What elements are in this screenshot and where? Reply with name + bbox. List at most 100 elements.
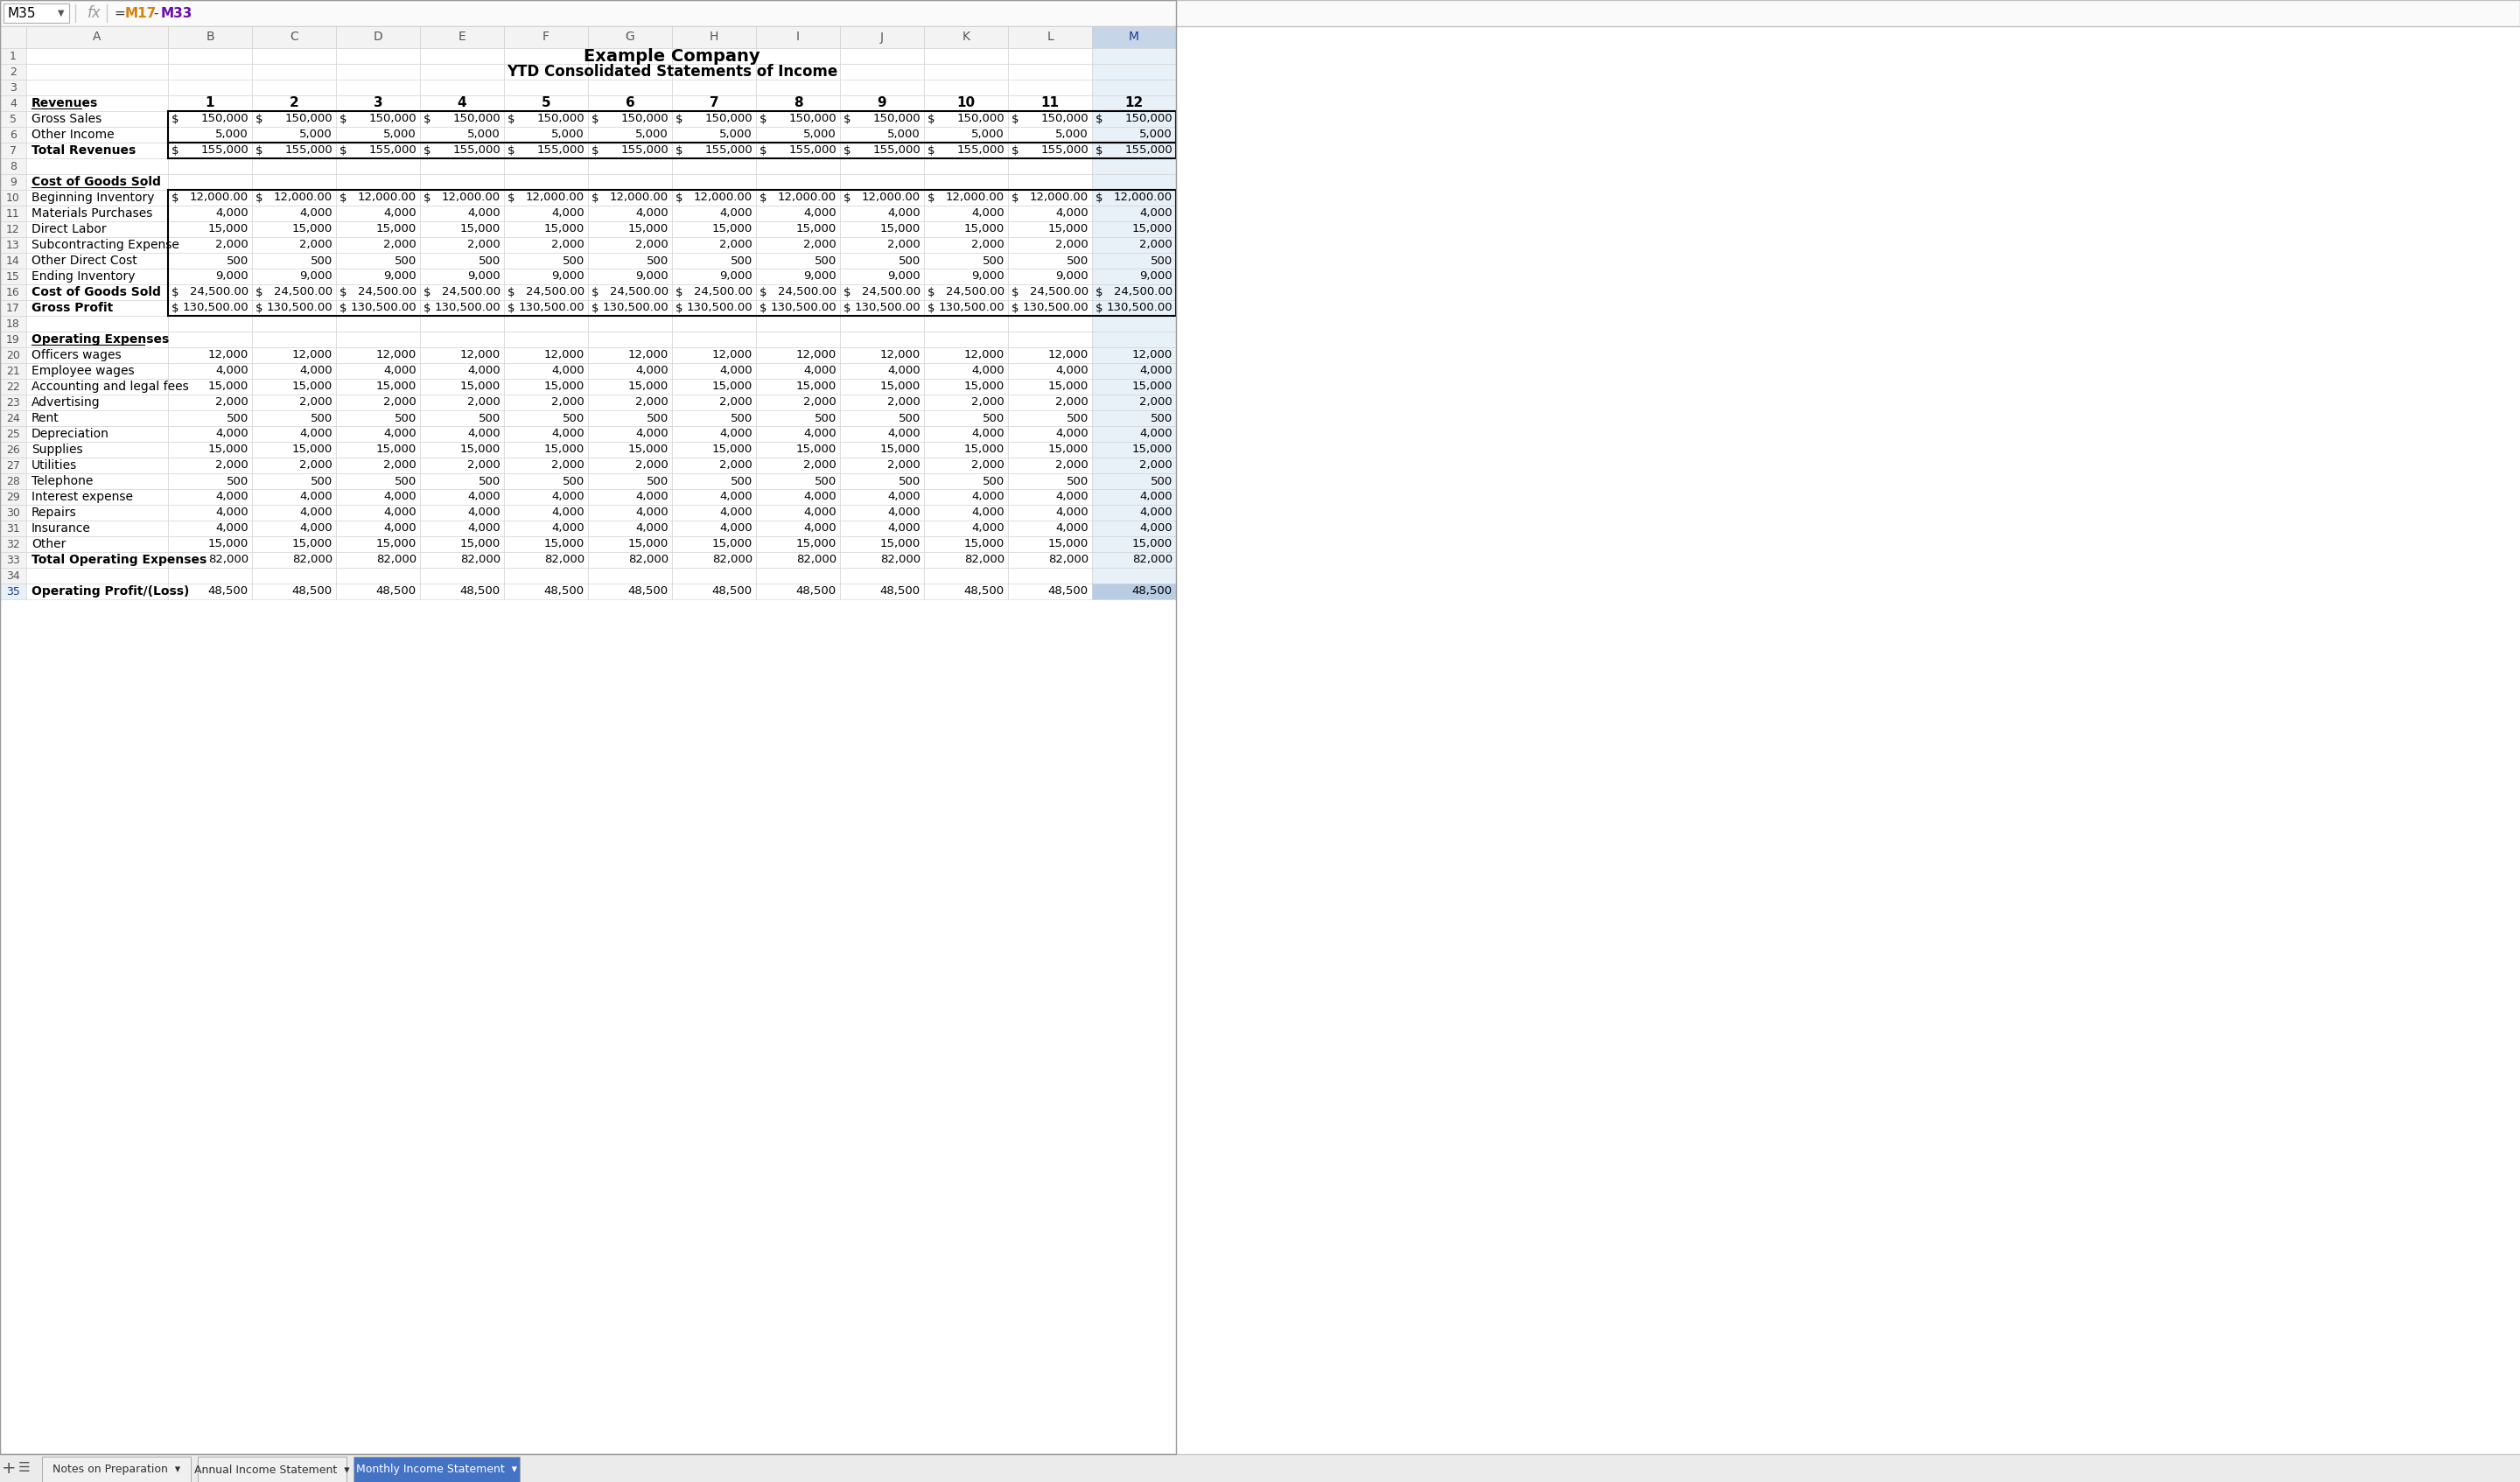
Bar <box>169 142 1177 159</box>
Text: $: $ <box>759 302 766 314</box>
Bar <box>756 536 839 551</box>
Bar <box>1008 568 1091 584</box>
Bar <box>252 473 335 489</box>
Text: $: $ <box>171 286 179 298</box>
Bar <box>504 285 587 299</box>
Bar <box>925 47 1008 64</box>
Bar <box>1091 411 1177 425</box>
Bar <box>169 458 252 473</box>
Bar <box>673 142 756 159</box>
Bar <box>335 127 421 142</box>
Bar <box>169 551 252 568</box>
Bar <box>925 237 1008 253</box>
Bar <box>756 505 839 520</box>
Text: 82,000: 82,000 <box>627 554 668 566</box>
Bar <box>925 379 1008 394</box>
Text: 15,000: 15,000 <box>1048 381 1089 393</box>
Text: $: $ <box>1011 193 1018 203</box>
Bar <box>1008 489 1091 505</box>
Bar <box>673 332 756 347</box>
Bar <box>504 111 587 127</box>
Text: 34: 34 <box>5 571 20 581</box>
Bar <box>587 473 673 489</box>
Bar <box>839 394 925 411</box>
Bar <box>504 520 587 536</box>
Text: 12: 12 <box>5 224 20 236</box>
Text: 4,000: 4,000 <box>217 523 249 534</box>
Text: 24,500.00: 24,500.00 <box>693 286 753 298</box>
Text: 4,000: 4,000 <box>1056 365 1089 376</box>
Bar <box>0 27 25 47</box>
Bar <box>1091 505 1177 520</box>
Text: 500: 500 <box>983 476 1005 488</box>
Text: 24,500.00: 24,500.00 <box>189 286 249 298</box>
Text: 48,500: 48,500 <box>796 585 837 597</box>
Bar <box>587 379 673 394</box>
Text: 2,000: 2,000 <box>1056 459 1089 471</box>
Bar <box>756 489 839 505</box>
Bar <box>1008 551 1091 568</box>
Bar <box>0 111 25 127</box>
Bar <box>43 1457 192 1482</box>
Text: 12,000.00: 12,000.00 <box>693 193 753 203</box>
Text: 19: 19 <box>5 333 20 345</box>
Bar <box>839 505 925 520</box>
Text: 4,000: 4,000 <box>217 207 249 219</box>
Text: 48,500: 48,500 <box>965 585 1005 597</box>
Text: 130,500.00: 130,500.00 <box>181 302 249 314</box>
Bar <box>335 332 421 347</box>
Bar <box>0 458 25 473</box>
Text: $: $ <box>927 145 935 156</box>
Bar <box>925 142 1008 159</box>
Text: 15,000: 15,000 <box>713 445 753 455</box>
Bar <box>504 411 587 425</box>
Bar <box>587 253 673 268</box>
Text: 2: 2 <box>290 96 300 110</box>
Bar <box>673 411 756 425</box>
Bar <box>1091 332 1177 347</box>
Text: $: $ <box>759 193 766 203</box>
Text: 4,000: 4,000 <box>973 207 1005 219</box>
Bar <box>839 379 925 394</box>
Bar <box>1091 568 1177 584</box>
Bar <box>839 299 925 316</box>
Text: 9,000: 9,000 <box>1139 271 1172 282</box>
Text: 4,000: 4,000 <box>887 428 920 440</box>
Bar <box>0 394 25 411</box>
Bar <box>839 268 925 285</box>
Bar <box>169 206 252 221</box>
Bar <box>1008 458 1091 473</box>
Text: 9,000: 9,000 <box>383 271 416 282</box>
Bar <box>504 584 587 599</box>
Text: $: $ <box>1096 145 1104 156</box>
Bar <box>756 473 839 489</box>
Bar <box>587 27 673 47</box>
Bar <box>25 206 169 221</box>
Text: 12,000.00: 12,000.00 <box>610 193 668 203</box>
Text: 150,000: 150,000 <box>368 113 416 124</box>
Bar <box>587 206 673 221</box>
Text: 31: 31 <box>5 523 20 534</box>
Bar <box>1091 95 1177 111</box>
Text: 5,000: 5,000 <box>973 129 1005 141</box>
Bar <box>587 458 673 473</box>
Text: M35: M35 <box>8 6 35 19</box>
Bar <box>421 458 504 473</box>
Bar <box>673 64 756 80</box>
Bar <box>673 473 756 489</box>
Bar <box>25 551 169 568</box>
Text: Total Operating Expenses: Total Operating Expenses <box>30 554 207 566</box>
Bar <box>169 173 252 190</box>
Bar <box>169 253 252 268</box>
Bar <box>925 299 1008 316</box>
Text: 4,000: 4,000 <box>552 491 585 502</box>
Bar <box>169 489 252 505</box>
Bar <box>169 332 252 347</box>
Text: 15,000: 15,000 <box>1131 224 1172 236</box>
Text: 15,000: 15,000 <box>627 224 668 236</box>
Text: 11: 11 <box>1041 96 1058 110</box>
Bar <box>169 568 252 584</box>
Text: $: $ <box>927 286 935 298</box>
Bar <box>421 27 504 47</box>
Text: -: - <box>154 6 159 19</box>
